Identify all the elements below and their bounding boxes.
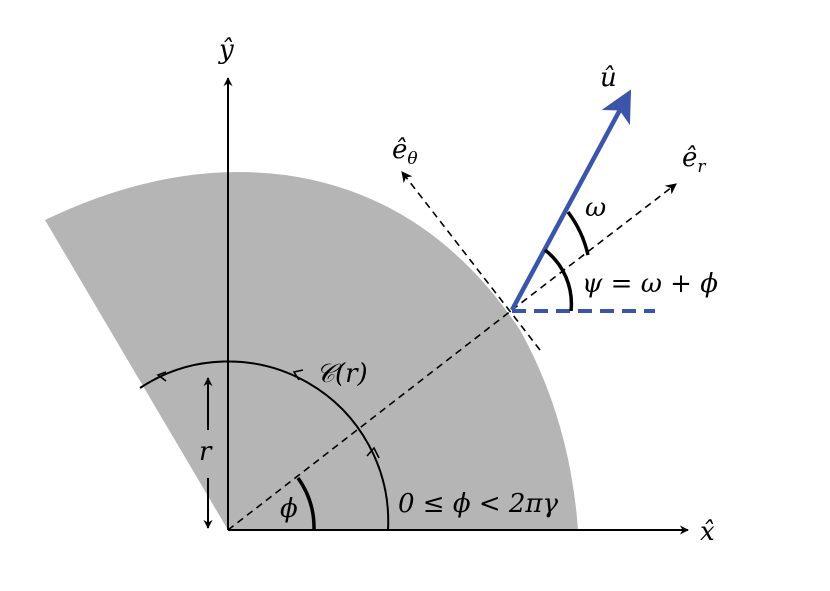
e-r-symbol: ê: [682, 143, 697, 173]
sector-domain: [45, 172, 578, 530]
phi-range-label: 0 ≤ ϕ < 2πγ: [398, 489, 559, 519]
y-axis-label: ŷ: [218, 35, 234, 65]
u-vector: [510, 89, 632, 312]
e-theta-subscript: θ: [407, 149, 417, 169]
contour-arrow-2: [292, 369, 304, 381]
e-theta-symbol: ê: [392, 135, 407, 165]
e-r-label: êr: [682, 143, 706, 177]
contour-arc: [139, 360, 390, 531]
e-theta-vector: [401, 171, 541, 351]
contour-arrow-1: [366, 446, 380, 459]
radius-label: r: [199, 437, 213, 467]
contour-label: 𝒞(r): [316, 359, 368, 389]
psi-relation-label: ψ = ω + ϕ: [582, 269, 718, 299]
omega-angle-arc: [566, 210, 590, 256]
phi-label: ϕ: [280, 494, 298, 524]
omega-label: ω: [585, 193, 606, 223]
phi-angle-arc: [296, 476, 316, 531]
psi-angle-arc: [543, 248, 574, 312]
x-axis-label: x̂: [700, 517, 715, 547]
e-theta-label: êθ: [392, 135, 418, 169]
contour-arrow-3: [156, 371, 167, 382]
e-r-subscript: r: [697, 157, 706, 177]
e-r-vector: [511, 183, 677, 311]
u-vector-label: û: [600, 63, 617, 93]
